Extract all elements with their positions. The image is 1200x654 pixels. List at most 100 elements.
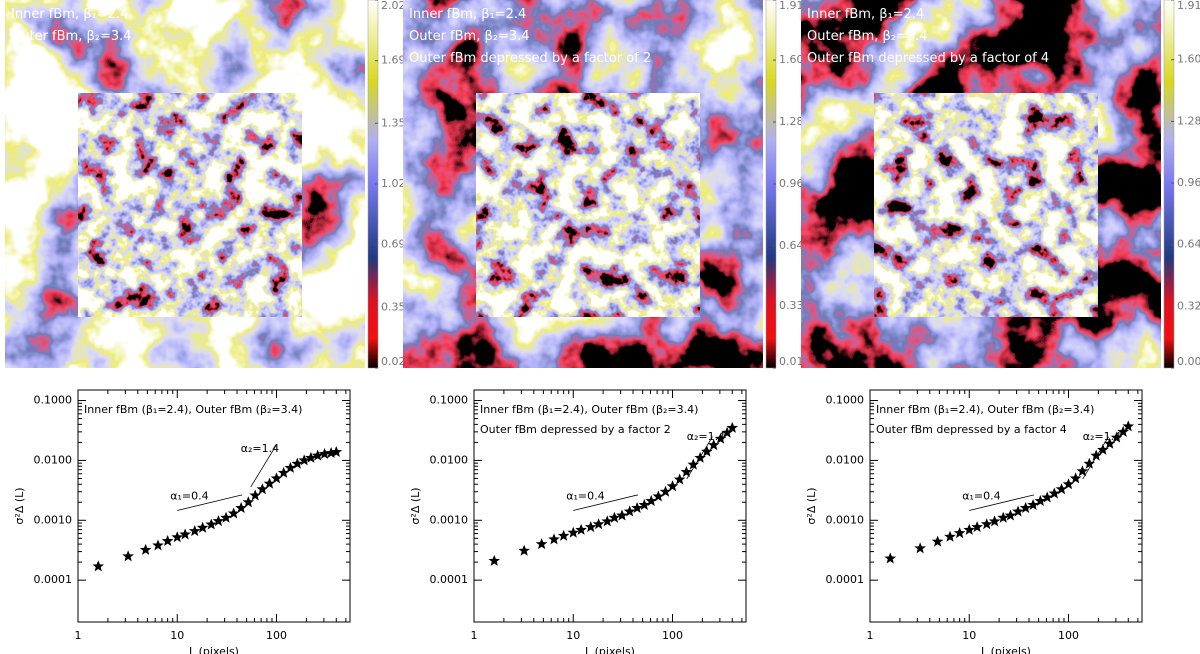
plot-frame xyxy=(473,389,747,623)
fit-label: α₂=1.4 xyxy=(1083,430,1121,443)
star-marker xyxy=(92,560,105,572)
star-marker xyxy=(249,489,262,501)
map-annotation: Outer fBm depressed by a factor of 4 xyxy=(807,51,1049,66)
star-marker xyxy=(152,539,164,551)
plot-annotation: Inner fBm (β₁=2.4), Outer fBm (β₂=3.4) xyxy=(84,403,302,416)
star-marker xyxy=(535,538,548,550)
colorbar-tick-label: 0.00 xyxy=(1177,355,1200,368)
star-marker xyxy=(179,528,191,540)
x-tick-label: 1 xyxy=(75,629,82,642)
map-annotation: Inner fBm, β₁=2.4 xyxy=(807,7,924,22)
fit-line xyxy=(573,494,639,511)
fit-label: α₂=1.4 xyxy=(687,430,725,443)
y-axis-label: σ²Δ (L) xyxy=(13,487,26,524)
star-marker xyxy=(953,527,966,539)
x-tick-label: 1 xyxy=(471,629,478,642)
y-tick-label: 0.0001 xyxy=(34,573,73,586)
y-tick-label: 0.0001 xyxy=(826,573,865,586)
star-marker xyxy=(548,533,560,545)
inner-field xyxy=(78,93,302,317)
colorbar-tick-label: 0.96 xyxy=(779,177,804,190)
x-axis-label: L (pixels) xyxy=(585,645,635,654)
star-marker xyxy=(256,483,269,495)
plot-frame xyxy=(77,389,351,623)
star-marker xyxy=(220,511,232,523)
colorbar-tick-label: 1.60 xyxy=(779,53,804,66)
plot-frame xyxy=(869,389,1143,623)
y-tick-label: 0.0010 xyxy=(430,513,469,526)
map-annotation: Outer fBm, β₂=3.4 xyxy=(11,29,132,44)
star-marker xyxy=(666,480,679,492)
plot-annotation: Outer fBm depressed by a factor 2 xyxy=(480,423,671,436)
star-marker xyxy=(161,535,174,547)
colorbar-tick-label: 1.69 xyxy=(381,54,406,67)
star-marker xyxy=(971,521,983,533)
y-tick-label: 0.1000 xyxy=(34,394,73,407)
star-marker xyxy=(122,550,134,562)
map-annotation: Outer fBm, β₂=3.4 xyxy=(807,29,928,44)
star-marker xyxy=(575,523,587,535)
plot-annotation: Outer fBm depressed by a factor 4 xyxy=(876,423,1067,436)
star-marker xyxy=(914,542,926,554)
star-marker xyxy=(311,449,324,461)
fit-label: α₁=0.4 xyxy=(566,489,604,502)
y-axis-label: σ²Δ (L) xyxy=(409,487,422,524)
y-tick-label: 0.0001 xyxy=(430,573,469,586)
x-axis-label: L (pixels) xyxy=(189,645,239,654)
colorbar-tick-label: 0.35 xyxy=(381,300,406,313)
y-tick-label: 0.1000 xyxy=(430,394,469,407)
star-marker xyxy=(488,554,501,566)
star-marker xyxy=(235,502,247,514)
y-tick-label: 0.0100 xyxy=(34,453,73,466)
colorbar-tick-label: 1.60 xyxy=(1177,53,1200,66)
y-tick-label: 0.1000 xyxy=(826,394,865,407)
x-tick-label: 10 xyxy=(566,629,580,642)
fit-label: α₁=0.4 xyxy=(962,489,1000,502)
x-axis-label: L (pixels) xyxy=(981,645,1031,654)
fit-label: α₁=0.4 xyxy=(170,489,208,502)
colorbar-tick-label: 1.28 xyxy=(779,115,804,128)
y-tick-label: 0.0010 xyxy=(826,513,865,526)
star-marker xyxy=(263,477,276,489)
star-marker xyxy=(997,511,1010,523)
plot-annotation: Inner fBm (β₁=2.4), Outer fBm (β₂=3.4) xyxy=(876,403,1094,416)
fit-line xyxy=(969,494,1035,511)
colorbar-tick-label: 1.91 xyxy=(1177,0,1200,12)
star-marker xyxy=(884,552,897,564)
map-annotation: Outer fBm, β₂=3.4 xyxy=(409,29,530,44)
inner-field xyxy=(874,93,1098,317)
y-tick-label: 0.0100 xyxy=(826,453,865,466)
colorbar-tick-label: 0.32 xyxy=(1177,299,1200,312)
star-marker xyxy=(931,535,944,547)
colorbar-tick-label: 1.02 xyxy=(381,177,406,190)
star-marker xyxy=(557,529,570,541)
x-tick-label: 100 xyxy=(662,629,683,642)
colorbar-tick-label: 1.28 xyxy=(1177,114,1200,127)
x-tick-label: 100 xyxy=(266,629,287,642)
colorbar-tick-label: 0.69 xyxy=(381,238,406,251)
map-annotation: Inner fBm, β₁=2.4 xyxy=(11,7,128,22)
y-tick-label: 0.0010 xyxy=(34,513,73,526)
x-tick-label: 10 xyxy=(962,629,976,642)
fit-line xyxy=(177,494,243,511)
colorbar-tick-label: 1.91 xyxy=(779,0,804,12)
y-axis-label: σ²Δ (L) xyxy=(805,487,818,524)
x-tick-label: 1 xyxy=(867,629,874,642)
fit-label: α₂=1.4 xyxy=(241,442,279,455)
map-annotation: Inner fBm, β₁=2.4 xyxy=(409,7,526,22)
colorbar-tick-label: 0.96 xyxy=(1177,176,1200,189)
star-marker xyxy=(518,544,530,556)
colorbar-tick-label: 1.35 xyxy=(381,116,406,129)
colorbar-tick-label: 2.02 xyxy=(381,0,406,12)
colorbar-tick-label: 0.64 xyxy=(779,239,804,252)
x-tick-label: 10 xyxy=(170,629,184,642)
colorbar-tick-label: 0.33 xyxy=(779,299,804,312)
star-marker xyxy=(988,515,1001,527)
star-marker xyxy=(944,530,956,542)
inner-field xyxy=(476,93,700,317)
colorbar-tick-label: 0.02 xyxy=(381,355,406,368)
colorbar-tick-label: 0.01 xyxy=(779,355,804,368)
star-marker xyxy=(139,543,152,555)
x-tick-label: 100 xyxy=(1058,629,1079,642)
